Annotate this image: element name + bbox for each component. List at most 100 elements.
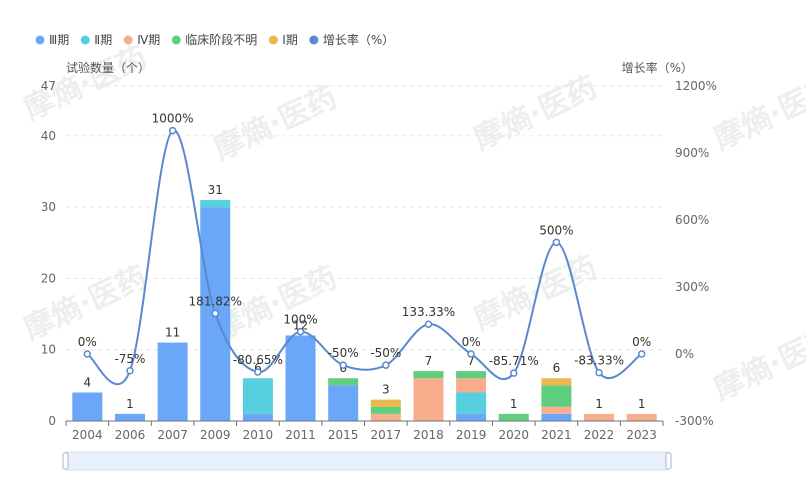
watermark-text: 摩熵·医药: [209, 80, 343, 167]
legend-marker: [80, 35, 90, 45]
growth-point[interactable]: [595, 368, 603, 377]
bar-segment[interactable]: [541, 413, 572, 421]
bar-total-label: 11: [165, 326, 180, 340]
legend-item[interactable]: Ⅲ期: [35, 33, 70, 47]
growth-point[interactable]: [424, 320, 433, 328]
x-tick-label: 2007: [157, 428, 188, 442]
bar-segment[interactable]: [541, 385, 572, 407]
legend-label: Ⅲ期: [49, 33, 69, 47]
x-tick-label: 2023: [626, 428, 657, 442]
legend-label: Ⅰ期: [282, 33, 298, 47]
x-axis: 2004 2006 2007 2009 2010 2011 2015 2017 2018 2019…: [65, 420, 664, 442]
x-tick-label: 2010: [243, 428, 274, 442]
growth-point[interactable]: [254, 368, 262, 376]
bar-segment[interactable]: [157, 342, 188, 421]
bar-segment[interactable]: [541, 406, 572, 414]
growth-point[interactable]: [83, 350, 92, 358]
x-tick-label: 2011: [285, 428, 316, 442]
growth-point[interactable]: [339, 361, 347, 369]
bar-segment[interactable]: [456, 378, 487, 393]
bar-segment[interactable]: [456, 371, 487, 379]
legend[interactable]: Ⅲ期 Ⅱ期 Ⅳ期 临床阶段不明 Ⅰ期 增长率（%）: [35, 32, 395, 47]
legend-marker: [35, 35, 45, 45]
growth-point[interactable]: [552, 238, 561, 247]
growth-point[interactable]: [467, 350, 475, 358]
y-axis-ticks: 0 10 20 30 40 47: [41, 79, 56, 428]
watermark-text: 摩熵·医药: [469, 70, 603, 157]
legend-marker: [268, 35, 278, 45]
x-tick-label: 2020: [498, 428, 529, 442]
bar-segment[interactable]: [370, 406, 401, 414]
bar-segment[interactable]: [413, 371, 444, 379]
right-axis-title: 增长率（%）: [622, 60, 693, 75]
legend-label: Ⅱ期: [94, 33, 112, 47]
bar-segment[interactable]: [328, 385, 359, 421]
growth-point[interactable]: [382, 361, 390, 369]
legend-label: 临床阶段不明: [185, 32, 257, 47]
bar-total-label: 31: [208, 183, 223, 197]
bar-segment[interactable]: [370, 399, 401, 407]
growth-label: 100%: [283, 313, 317, 327]
x-tick-label: 2018: [413, 428, 444, 442]
bar-total-label: 3: [382, 383, 390, 397]
growth-label: 0%: [462, 335, 481, 349]
bar-segment[interactable]: [72, 392, 103, 421]
bar-total-label: 12: [293, 318, 308, 332]
growth-point[interactable]: [126, 367, 134, 375]
bar-segment[interactable]: [328, 378, 359, 386]
y2-tick-label: 600%: [675, 213, 709, 227]
legend-item[interactable]: 增长率（%）: [309, 32, 394, 47]
data-zoom-slider[interactable]: [62, 451, 672, 471]
watermark-text: 摩熵·医药: [709, 70, 806, 157]
bar-segment[interactable]: [242, 378, 273, 414]
legend-item[interactable]: 临床阶段不明: [171, 32, 258, 47]
bar-segment[interactable]: [626, 413, 657, 421]
growth-point[interactable]: [211, 309, 219, 318]
growth-point[interactable]: [510, 369, 518, 377]
growth-label: -83.33%: [574, 354, 624, 368]
growth-point[interactable]: [637, 350, 646, 358]
growth-label: -75%: [114, 352, 145, 366]
legend-marker: [309, 35, 319, 45]
bar-segment[interactable]: [242, 413, 273, 421]
legend-item[interactable]: Ⅰ期: [268, 33, 298, 47]
legend-marker: [171, 35, 181, 45]
x-tick-label: 2015: [328, 428, 359, 442]
zoom-handle-left[interactable]: [62, 452, 69, 470]
bar-segment[interactable]: [114, 413, 145, 421]
x-tick-label: 2006: [115, 428, 146, 442]
x-tick-label: 2019: [456, 428, 487, 442]
bar-total-label: 7: [425, 354, 433, 368]
growth-point[interactable]: [168, 126, 177, 135]
y-tick-label: 20: [41, 271, 56, 285]
growth-label: -50%: [370, 346, 401, 360]
growth-label: 1000%: [152, 112, 194, 126]
y2-tick-label: 300%: [675, 280, 709, 294]
bar-segment[interactable]: [370, 413, 401, 421]
bar-total-label: 1: [595, 397, 603, 411]
x-tick-label: 2022: [584, 428, 615, 442]
zoom-track[interactable]: [65, 451, 669, 471]
growth-label: -80.65%: [233, 353, 283, 367]
y2-tick-label: 900%: [675, 146, 709, 160]
growth-label: 0%: [632, 335, 651, 349]
bar-segment[interactable]: [541, 378, 572, 386]
legend-item[interactable]: Ⅱ期: [80, 33, 112, 47]
legend-marker: [123, 35, 133, 45]
zoom-handle-right[interactable]: [665, 452, 672, 470]
y-tick-label: 0: [48, 414, 56, 428]
y2-tick-label: 1200%: [675, 79, 717, 93]
bar-segment[interactable]: [456, 413, 487, 421]
x-tick-label: 2017: [371, 428, 402, 442]
watermark-text: 摩熵·医药: [19, 40, 153, 127]
bar-segment[interactable]: [285, 335, 316, 421]
bar-segment[interactable]: [456, 392, 487, 414]
bar-segment[interactable]: [413, 378, 444, 421]
bar-segment[interactable]: [200, 200, 231, 208]
legend-item[interactable]: Ⅳ期: [123, 33, 161, 47]
growth-point[interactable]: [296, 327, 305, 336]
bar-segment[interactable]: [584, 413, 615, 421]
bar-segment[interactable]: [498, 413, 529, 421]
x-tick-label: 2021: [541, 428, 572, 442]
